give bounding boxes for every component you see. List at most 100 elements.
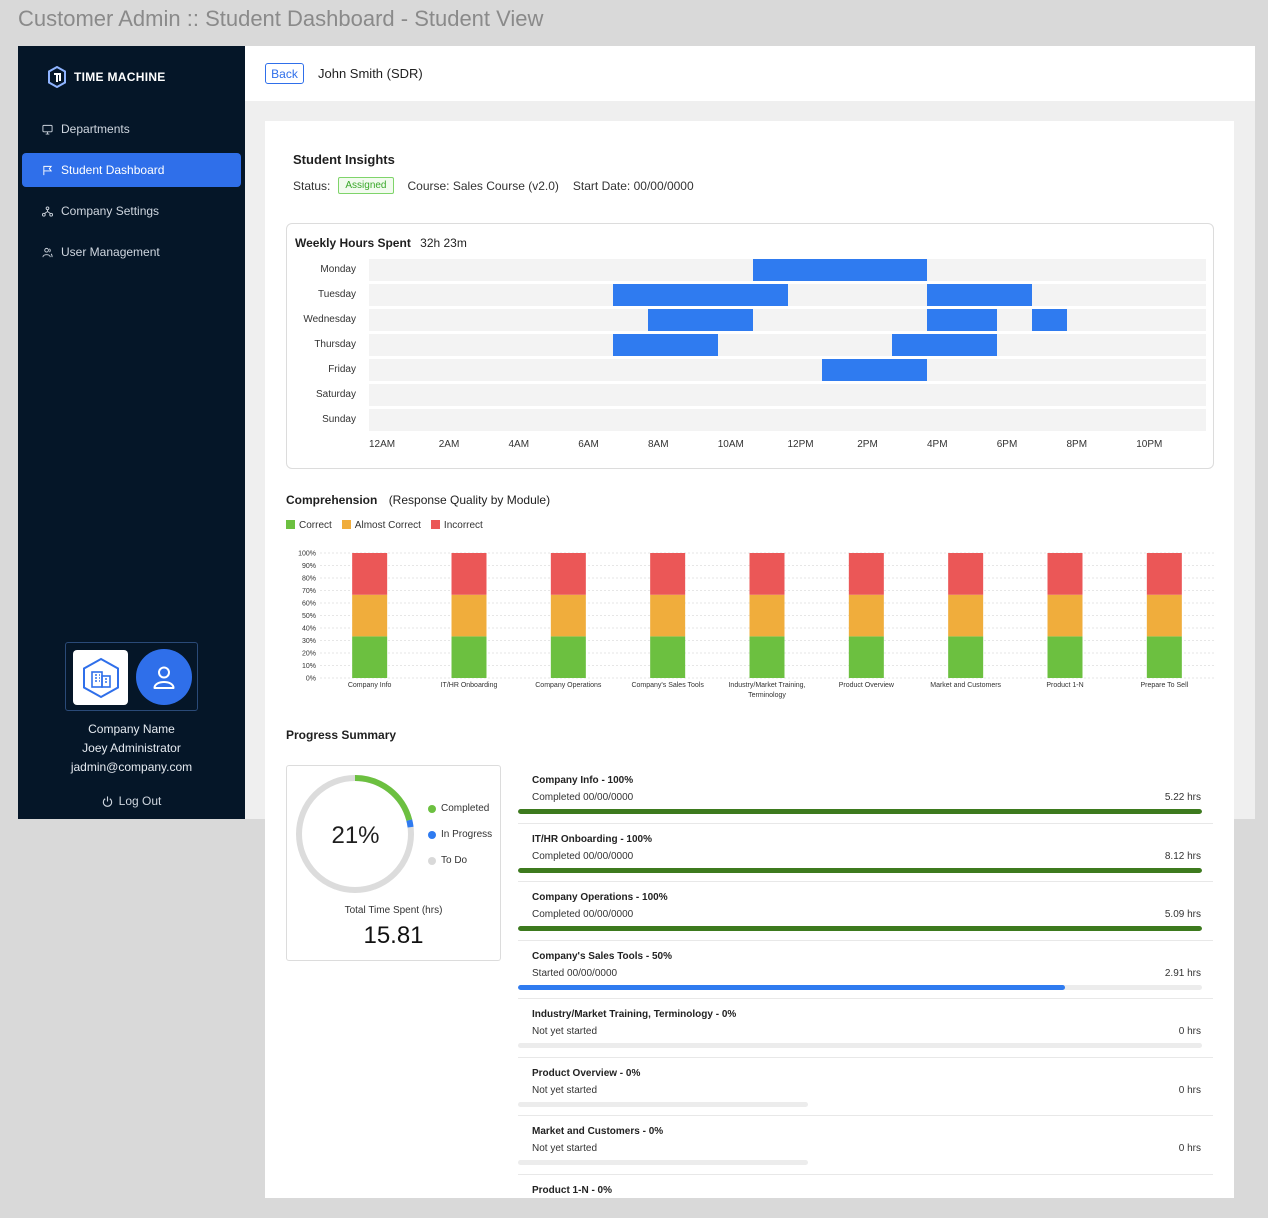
flag-icon <box>43 165 53 175</box>
session-block[interactable] <box>1031 309 1067 331</box>
session-block[interactable] <box>892 334 997 356</box>
bar-segment-correct[interactable] <box>650 636 686 678</box>
course-text: Course: Sales Course (v2.0) <box>407 178 559 193</box>
bar-segment-incorrect[interactable] <box>352 553 388 595</box>
module-hours: 0 hrs <box>1178 1026 1201 1037</box>
day-label: Monday <box>320 264 356 275</box>
insights-title: Student Insights <box>293 152 395 167</box>
bar-segment-almost-correct[interactable] <box>352 594 388 637</box>
module-progress-row[interactable]: Product 1-N - 0% <box>518 1175 1213 1218</box>
total-time-value: 15.81 <box>363 922 424 949</box>
y-tick-label: 40% <box>302 626 316 633</box>
start-date-text: Start Date: 00/00/0000 <box>572 178 694 193</box>
time-tick-label: 2PM <box>857 439 878 450</box>
module-status: Not yet started <box>532 1026 598 1037</box>
session-block[interactable] <box>752 259 927 281</box>
session-block[interactable] <box>648 309 753 331</box>
session-block[interactable] <box>927 284 1032 306</box>
module-hours: 5.09 hrs <box>1164 909 1201 920</box>
sidebar-item-label: Student Dashboard <box>61 163 165 177</box>
module-hours: 0 hrs <box>1178 1084 1201 1096</box>
module-status: Started 00/00/0000 <box>532 967 618 979</box>
module-progress-bar <box>518 809 1202 814</box>
module-name: Market and Customers - 0% <box>532 1126 664 1137</box>
bar-segment-incorrect[interactable] <box>1047 553 1083 595</box>
sidebar-item-company-settings[interactable]: Company Settings <box>22 194 241 228</box>
time-tick-label: 6PM <box>996 439 1018 450</box>
progress-percent: 21% <box>331 822 380 849</box>
bar-segment-correct[interactable] <box>948 636 984 678</box>
logout-button[interactable]: Log Out <box>18 794 245 808</box>
brand-name: TIME MACHINE <box>74 70 166 84</box>
bar-segment-almost-correct[interactable] <box>550 594 586 637</box>
bar-segment-almost-correct[interactable] <box>650 594 686 637</box>
bar-segment-correct[interactable] <box>550 636 586 678</box>
bar-segment-almost-correct[interactable] <box>1146 594 1182 637</box>
student-insights-card: Student Insights Status: Assigned Course… <box>265 121 1234 1198</box>
bar-segment-incorrect[interactable] <box>550 553 586 595</box>
sidebar-item-departments[interactable]: Departments <box>22 112 241 146</box>
status-label: Status: <box>293 178 331 193</box>
bar-segment-almost-correct[interactable] <box>451 594 487 637</box>
bar-segment-almost-correct[interactable] <box>948 594 984 637</box>
donut-legend-in-progress: In Progress <box>428 829 492 840</box>
bar-segment-correct[interactable] <box>352 636 388 678</box>
module-hours: 2.91 hrs <box>1164 967 1201 979</box>
bar-segment-incorrect[interactable] <box>650 553 686 595</box>
time-tick-label: 4PM <box>927 439 948 450</box>
bar-segment-correct[interactable] <box>848 636 884 678</box>
bar-segment-correct[interactable] <box>1047 636 1083 678</box>
comprehension-chart: 0% 10% 20% 30% 40% 50% 60% 70% 80% 90% 100% Company… <box>298 551 1214 699</box>
bar-segment-incorrect[interactable] <box>749 553 785 595</box>
bar-segment-almost-correct[interactable] <box>1047 594 1083 637</box>
module-progress-row[interactable]: Company Info - 100% Completed 00/00/0000 5… <box>518 765 1213 824</box>
company-logo[interactable] <box>73 650 128 705</box>
bar-segment-correct[interactable] <box>451 636 487 678</box>
y-tick-label: 70% <box>302 588 316 595</box>
progress-summary-title: Progress Summary <box>286 728 397 742</box>
sidebar-item-user-management[interactable]: User Management <box>22 235 241 269</box>
avatar[interactable] <box>136 649 192 705</box>
donut-legend-to-do: To Do <box>428 855 467 866</box>
comprehension-legend: Correct Almost Correct Incorrect <box>286 520 483 531</box>
back-button[interactable]: Back <box>265 63 304 84</box>
day-row <box>369 384 1206 406</box>
module-progress-row[interactable]: Industry/Market Training, Terminology - … <box>518 999 1213 1058</box>
module-progress-row[interactable]: Company Operations - 100% Completed 00/00… <box>518 882 1213 941</box>
bar-segment-correct[interactable] <box>749 636 785 678</box>
legend-item-almost-correct: Almost Correct <box>341 520 421 531</box>
module-progress-row[interactable]: Market and Customers - 0% Not yet started… <box>518 1116 1213 1175</box>
bar-segment-incorrect[interactable] <box>948 553 984 595</box>
time-tick-label: 2AM <box>438 439 460 450</box>
module-progress-row[interactable]: IT/HR Onboarding - 100% Completed 00/00/0… <box>518 824 1213 882</box>
module-progress-fill <box>518 867 1202 873</box>
status-badge: Assigned <box>338 177 394 194</box>
session-block[interactable] <box>613 334 718 356</box>
progress-donut <box>296 775 414 893</box>
sidebar-item-label: User Management <box>61 245 160 259</box>
bar-segment-incorrect[interactable] <box>1146 553 1182 595</box>
sidebar-item-student-dashboard[interactable]: Student Dashboard <box>22 153 241 187</box>
x-tick-label: Product Overview <box>839 682 895 689</box>
module-name: Industry/Market Training, Terminology - … <box>532 1009 737 1020</box>
session-block[interactable] <box>613 284 788 306</box>
module-progress-row[interactable]: Company's Sales Tools - 50% Started 00/00… <box>518 941 1213 999</box>
session-block[interactable] <box>927 309 997 331</box>
module-progress-bar <box>518 1101 808 1107</box>
bar-segment-almost-correct[interactable] <box>848 594 884 637</box>
bar-segment-incorrect[interactable] <box>451 553 487 595</box>
brand-logo[interactable]: TIME MACHINE <box>48 66 166 88</box>
session-block[interactable] <box>822 359 927 381</box>
time-tick-label: 12AM <box>369 439 396 450</box>
x-tick-label: Company's Sales Tools <box>631 682 704 689</box>
user-email: jadmin@company.com <box>70 760 193 774</box>
sidebar: TIME MACHINE Departments Student Dashboa… <box>18 46 245 819</box>
bar-segment-almost-correct[interactable] <box>749 594 785 637</box>
module-progress-row[interactable]: Product Overview - 0% Not yet started 0 hr… <box>518 1058 1213 1116</box>
time-tick-label: 10PM <box>1136 439 1163 450</box>
comprehension-title: Comprehension <box>286 493 378 507</box>
bar-segment-correct[interactable] <box>1146 636 1182 678</box>
x-tick-label: Industry/Market Training, Terminology <box>728 682 805 699</box>
bar-segment-incorrect[interactable] <box>848 553 884 595</box>
day-label: Saturday <box>315 389 356 400</box>
